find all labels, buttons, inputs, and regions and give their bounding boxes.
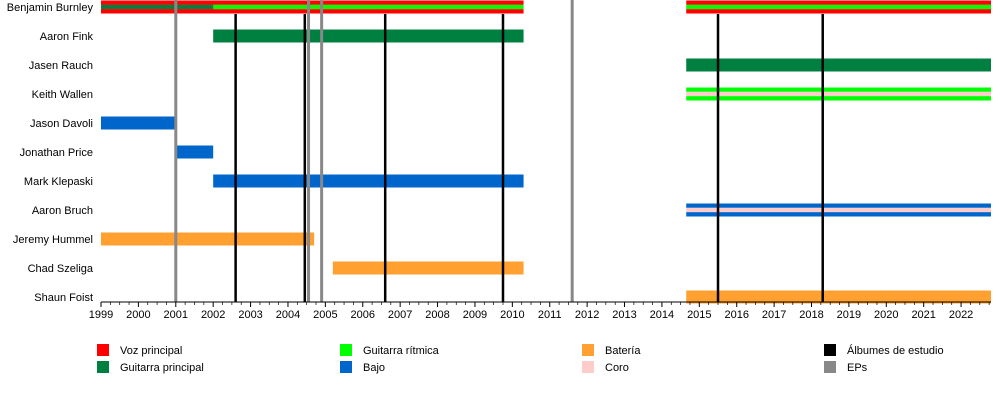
x-tick-label-2008: 2008 [425, 309, 449, 321]
x-tick-label-2002: 2002 [201, 309, 225, 321]
x-tick-label-2018: 2018 [799, 309, 823, 321]
x-tick-label-2004: 2004 [276, 309, 300, 321]
member-label-jeremy-hummel: Jeremy Hummel [13, 234, 93, 246]
x-tick-label-2006: 2006 [351, 309, 375, 321]
x-tick-label-2022: 2022 [949, 309, 973, 321]
x-axis: 1999 2000 2001 2002 2003 2004 2005 2006 2007 2008… [89, 301, 991, 321]
legend-label-bateria: Batería [605, 345, 641, 357]
bar-aaron-bruch-0-bajo-2 [686, 212, 991, 217]
x-tick-label-2021: 2021 [911, 309, 935, 321]
member-label-keith-wallen: Keith Wallen [32, 89, 93, 101]
legend-label-eps: EPs [847, 362, 868, 374]
bar-jason-davoli-0-bajo-0 [101, 116, 176, 130]
member-label-jason-davoli: Jason Davoli [30, 118, 93, 130]
bar-benjamin-burnley-0-voz-0 [101, 0, 524, 5]
x-tick-label-2019: 2019 [837, 309, 861, 321]
legend-swatch-coro [582, 361, 594, 373]
x-tick-label-2013: 2013 [612, 309, 636, 321]
legend-swatch-bateria [582, 344, 594, 356]
member-label-aaron-bruch: Aaron Bruch [32, 205, 93, 217]
x-tick-label-2001: 2001 [164, 309, 188, 321]
x-tick-label-2003: 2003 [238, 309, 262, 321]
legend: Voz principal Guitarra principal Guitarra … [97, 344, 944, 374]
legend-swatch-voz [97, 344, 109, 356]
bar-shaun-foist-0-bateria-0 [686, 290, 991, 304]
legend-label-albumes: Álbumes de estudio [847, 344, 944, 357]
bar-benjamin-burnley-1-voz-0 [101, 0, 214, 5]
bar-mark-klepaski-0-bajo-0 [213, 174, 524, 188]
x-tick-label-2005: 2005 [313, 309, 337, 321]
x-tick-label-2015: 2015 [687, 309, 711, 321]
bar-jeremy-hummel-0-bateria-0 [101, 232, 315, 246]
bar-chad-szeliga-0-bateria-0 [332, 261, 524, 275]
legend-label-guitarra_ritmica: Guitarra rítmica [363, 345, 440, 357]
x-tick-label-2012: 2012 [575, 309, 599, 321]
member-label-shaun-foist: Shaun Foist [34, 292, 93, 304]
bar-aaron-fink-0-guitarra_principal-0 [213, 29, 524, 43]
member-label-jonathan-price: Jonathan Price [20, 147, 93, 159]
x-tick-label-2011: 2011 [538, 309, 562, 321]
bar-benjamin-burnley-1-guitarra_principal-1 [101, 4, 214, 10]
legend-label-coro: Coro [605, 362, 629, 374]
bar-aaron-bruch-0-bajo-0 [686, 203, 991, 208]
x-tick-label-2016: 2016 [724, 309, 748, 321]
bar-keith-wallen-0-guitarra_ritmica-2 [686, 96, 991, 101]
legend-label-guitarra_principal: Guitarra principal [120, 362, 204, 374]
bar-benjamin-burnley-0-voz-2 [101, 9, 524, 14]
bar-benjamin-burnley-0-guitarra_ritmica-1 [101, 4, 524, 10]
legend-label-voz: Voz principal [120, 345, 182, 357]
x-tick-label-2017: 2017 [762, 309, 786, 321]
member-label-mark-klepaski: Mark Klepaski [24, 176, 93, 188]
bar-jasen-rauch-0-guitarra_principal-0 [686, 58, 991, 72]
legend-swatch-guitarra_principal [97, 361, 109, 373]
bar-keith-wallen-0-guitarra_ritmica-0 [686, 87, 991, 92]
x-tick-label-2009: 2009 [463, 309, 487, 321]
member-label-aaron-fink: Aaron Fink [40, 31, 94, 43]
x-tick-label-2014: 2014 [650, 309, 674, 321]
member-label-benjamin-burnley: Benjamin Burnley [7, 2, 94, 14]
x-tick-label-1999: 1999 [89, 309, 113, 321]
bar-benjamin-burnley-2-voz-0 [686, 0, 991, 5]
bar-benjamin-burnley-1-voz-2 [101, 9, 214, 14]
release-lines [174, 0, 824, 302]
bar-jonathan-price-0-bajo-0 [175, 145, 214, 159]
member-label-chad-szeliga: Chad Szeliga [28, 263, 94, 275]
bar-benjamin-burnley-2-voz-2 [686, 9, 991, 14]
x-tick-label-2000: 2000 [126, 309, 150, 321]
legend-swatch-eps [824, 361, 836, 373]
member-labels: Benjamin Burnley Aaron Fink Jasen Rauch Kei… [7, 2, 94, 304]
legend-swatch-guitarra_ritmica [340, 344, 352, 356]
legend-label-bajo: Bajo [363, 362, 385, 374]
bar-keith-wallen-0-coro-1 [686, 91, 991, 97]
x-tick-label-2020: 2020 [874, 309, 898, 321]
bar-aaron-bruch-0-coro-1 [686, 207, 991, 213]
x-tick-label-2007: 2007 [388, 309, 412, 321]
x-tick-label-2010: 2010 [500, 309, 524, 321]
member-label-jasen-rauch: Jasen Rauch [29, 60, 93, 72]
member-bars [101, 0, 991, 304]
bar-benjamin-burnley-2-guitarra_ritmica-1 [686, 4, 991, 10]
legend-swatch-albumes [824, 344, 836, 356]
legend-swatch-bajo [340, 361, 352, 373]
